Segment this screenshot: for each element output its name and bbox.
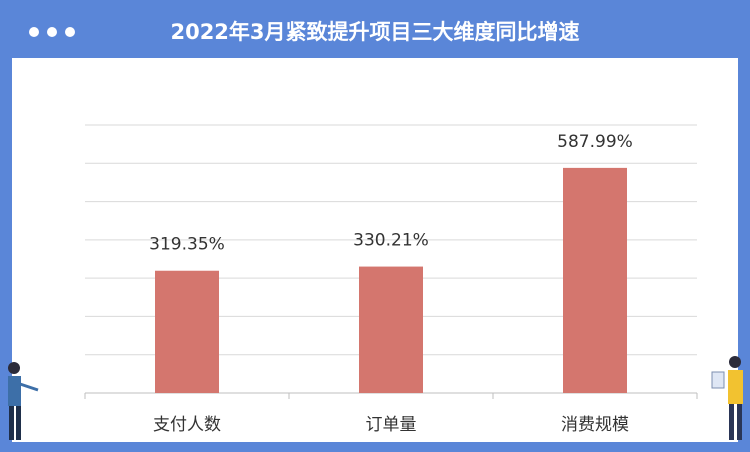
x-tick-label: 支付人数 [153,415,221,435]
window-dot [65,27,75,37]
bar [359,266,423,393]
value-label: 587.99% [557,132,633,152]
x-tick-label: 订单量 [366,415,417,435]
chart-title: 2022年3月紧致提升项目三大维度同比增速 [170,20,579,44]
x-tick-label: 消费规模 [561,415,629,435]
bar [155,270,219,393]
person-right [711,356,743,440]
window-dot [47,27,57,37]
value-label: 319.35% [149,235,225,255]
window-dot [29,27,39,37]
value-label: 330.21% [353,231,429,251]
person-left [8,362,39,440]
bar [563,167,627,393]
